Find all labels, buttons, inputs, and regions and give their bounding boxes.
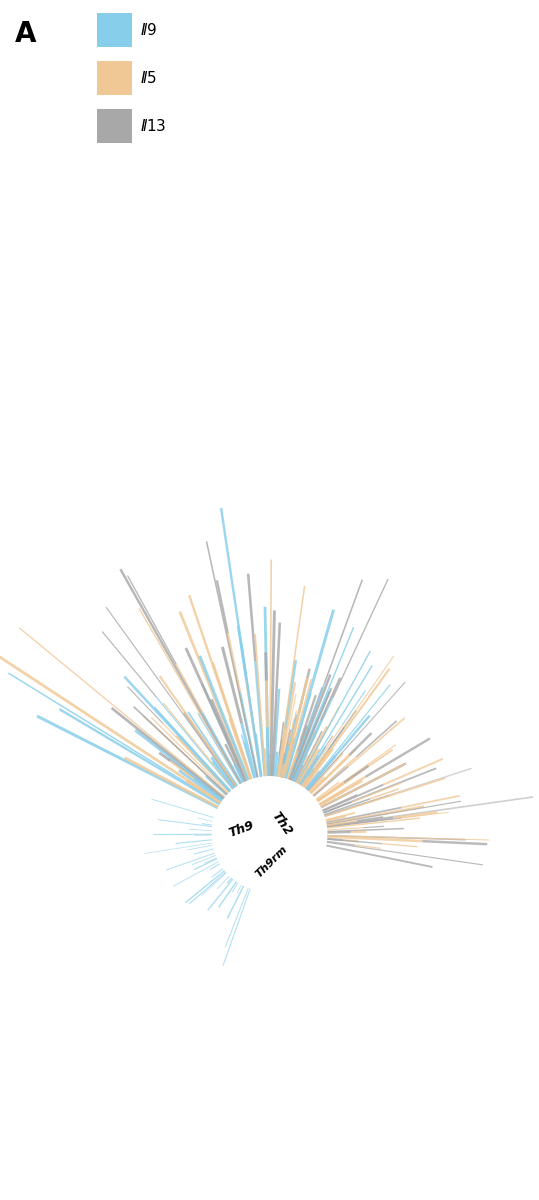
Text: $\it{I\!l9}$: $\it{I\!l9}$ [140,22,157,38]
Text: $\it{I\!l5}$: $\it{I\!l5}$ [140,70,157,86]
Text: A: A [15,20,37,48]
Bar [97,13,132,47]
Circle shape [215,779,324,889]
Text: Th2: Th2 [268,810,294,839]
Text: $\it{I\!l13}$: $\it{I\!l13}$ [140,118,167,134]
Bar [97,109,132,143]
Bar [97,61,132,95]
Text: Th9: Th9 [227,818,256,840]
Text: Th9rm: Th9rm [254,844,289,880]
